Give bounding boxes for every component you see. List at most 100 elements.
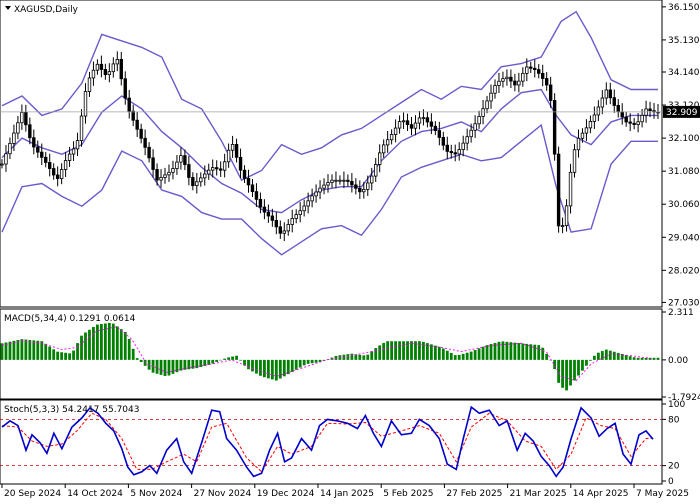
macd-bar — [457, 354, 461, 360]
stoch-axis-label: 100 — [668, 400, 685, 410]
macd-bar — [640, 357, 644, 360]
macd-bar — [652, 357, 656, 360]
macd-bar — [656, 357, 660, 360]
candle-body — [187, 164, 191, 178]
macd-bar — [422, 341, 425, 360]
candle-body — [302, 205, 306, 212]
macd-bar — [517, 343, 521, 360]
candle-body — [596, 106, 601, 116]
candle-body — [266, 211, 271, 217]
macd-bar — [346, 354, 350, 360]
time-axis-label: 5 Nov 2024 — [130, 489, 182, 499]
price-candles — [0, 51, 660, 242]
candle-body — [362, 188, 366, 193]
candle-body — [437, 130, 442, 138]
macd-bar — [585, 359, 588, 366]
macd-bar — [84, 332, 87, 360]
macd-bar — [632, 357, 636, 360]
candle-body — [389, 134, 394, 141]
candle-body — [640, 114, 644, 123]
macd-bar — [103, 323, 107, 360]
macd-bar — [628, 356, 632, 360]
macd-bar — [251, 359, 254, 372]
macd-bar — [561, 359, 564, 388]
candle-body — [83, 91, 88, 117]
macd-bar — [600, 351, 604, 360]
candle-body — [648, 108, 652, 112]
price-axis-label: 28.020 — [668, 266, 700, 276]
macd-bar — [565, 359, 568, 391]
macd-bar — [64, 352, 68, 360]
collapse-triangle-icon[interactable] — [5, 6, 11, 10]
candle-body — [604, 89, 609, 99]
candle-body — [401, 120, 406, 123]
price-panel: 36.15035.13034.14033.12032.10031.08030.0… — [0, 0, 700, 308]
candle-body — [262, 206, 267, 213]
candle-body — [139, 128, 143, 139]
candle-body — [63, 160, 68, 170]
candle-body — [298, 210, 302, 215]
candle-body — [234, 144, 239, 158]
price-axis-label: 34.140 — [668, 68, 700, 78]
candle-body — [127, 97, 131, 112]
macd-bar — [92, 327, 95, 360]
macd-bar — [99, 324, 103, 360]
macd-bar — [362, 355, 366, 360]
candle-body — [624, 116, 628, 123]
candle-body — [79, 115, 84, 141]
macd-bar — [358, 354, 362, 360]
candle-body — [318, 187, 322, 193]
macd-bar — [298, 359, 302, 368]
macd-panel-frame — [0, 308, 663, 400]
macd-bar — [382, 342, 386, 360]
candle-body — [246, 178, 251, 186]
candle-body — [171, 168, 175, 173]
candle-body — [254, 191, 259, 200]
candle-body — [541, 72, 545, 79]
candle-body — [608, 89, 612, 99]
candle-body — [91, 69, 96, 79]
candle-body — [636, 121, 640, 125]
macd-bar — [60, 352, 64, 360]
candle-body — [552, 100, 557, 155]
macd-bar — [219, 359, 223, 361]
time-axis: 20 Sep 2024 14 Oct 2024 5 Nov 2024 27 Nov 2… — [1, 484, 689, 499]
time-axis-label: 14 Oct 2024 — [67, 489, 123, 499]
candle-body — [103, 69, 108, 76]
candle-body — [115, 58, 119, 65]
candle-body — [572, 149, 577, 173]
macd-bar — [187, 359, 191, 370]
candle-body — [497, 80, 501, 86]
macd-bar — [636, 357, 640, 360]
macd-bar — [537, 345, 541, 360]
time-axis-label: 19 Dec 2024 — [257, 489, 315, 499]
candle-body — [159, 177, 163, 181]
candle-body — [568, 171, 573, 207]
macd-bar — [429, 344, 433, 360]
candle-body — [278, 226, 283, 234]
macd-axis-label: -1.7924 — [668, 393, 700, 403]
macd-bar — [143, 359, 147, 366]
candle-body — [258, 198, 263, 208]
macd-bar — [179, 359, 183, 371]
price-axis-label: 36.150 — [668, 3, 700, 13]
macd-bar — [80, 335, 83, 360]
candle-body — [270, 215, 275, 221]
candle-body — [501, 78, 505, 82]
price-panel-frame — [0, 0, 663, 308]
candle-body — [175, 161, 179, 169]
candle-body — [529, 66, 533, 69]
macd-bar — [433, 345, 437, 360]
candle-body — [457, 149, 461, 155]
macd-bar — [426, 343, 429, 360]
macd-bar — [203, 359, 207, 366]
macd-bar — [16, 340, 20, 360]
bollinger-lower-band — [1, 123, 658, 256]
time-axis-label: 20 Sep 2024 — [4, 489, 61, 499]
last-price-tag: 32.909 — [663, 105, 700, 118]
macd-bar — [513, 342, 517, 360]
macd-panel: 2.311 0.00 -1.7924 MACD(5,34,4) 0.1291 0.0… — [0, 308, 700, 403]
macd-bar — [394, 341, 397, 360]
stoch-axis: 100 80 20 0 — [662, 400, 685, 487]
macd-bar — [620, 353, 624, 360]
